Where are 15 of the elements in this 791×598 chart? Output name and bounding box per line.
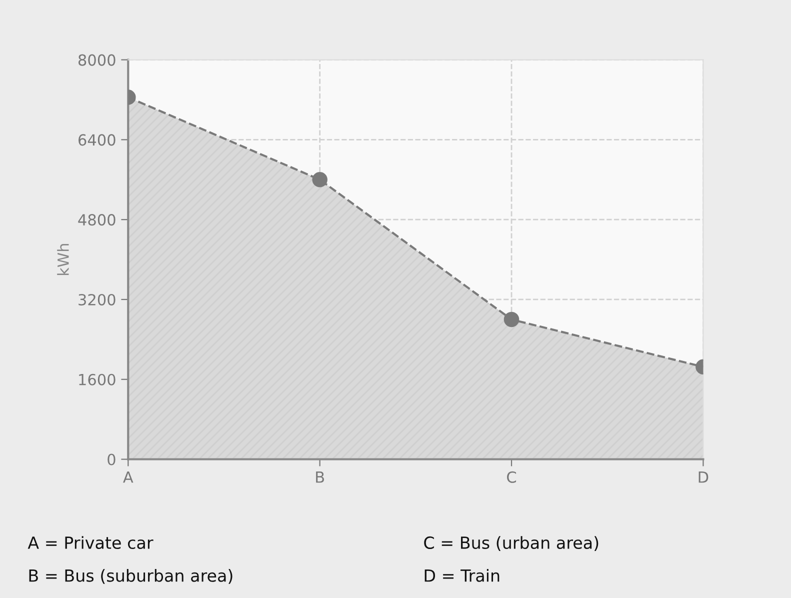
y-tick-label: 8000	[78, 54, 116, 66]
x-tick-label: A	[123, 472, 134, 483]
y-tick-label: 4800	[78, 214, 116, 226]
x-tick-label: D	[698, 472, 708, 483]
text: D = Train	[424, 569, 500, 582]
y-tick-label: 3200	[78, 294, 116, 306]
y-tick-label: 0	[108, 454, 116, 466]
y-tick-label: 1600	[79, 374, 116, 386]
text: A = Private car	[28, 536, 154, 550]
x-tick-label: C	[507, 471, 516, 483]
text: C = Bus (urban area)	[424, 536, 598, 551]
y-tick-label: 6400	[78, 134, 116, 146]
x-tick-label: B	[316, 472, 324, 483]
text: B = Bus (suburban area)	[29, 569, 232, 584]
y-axis-title: kWh	[57, 244, 69, 275]
